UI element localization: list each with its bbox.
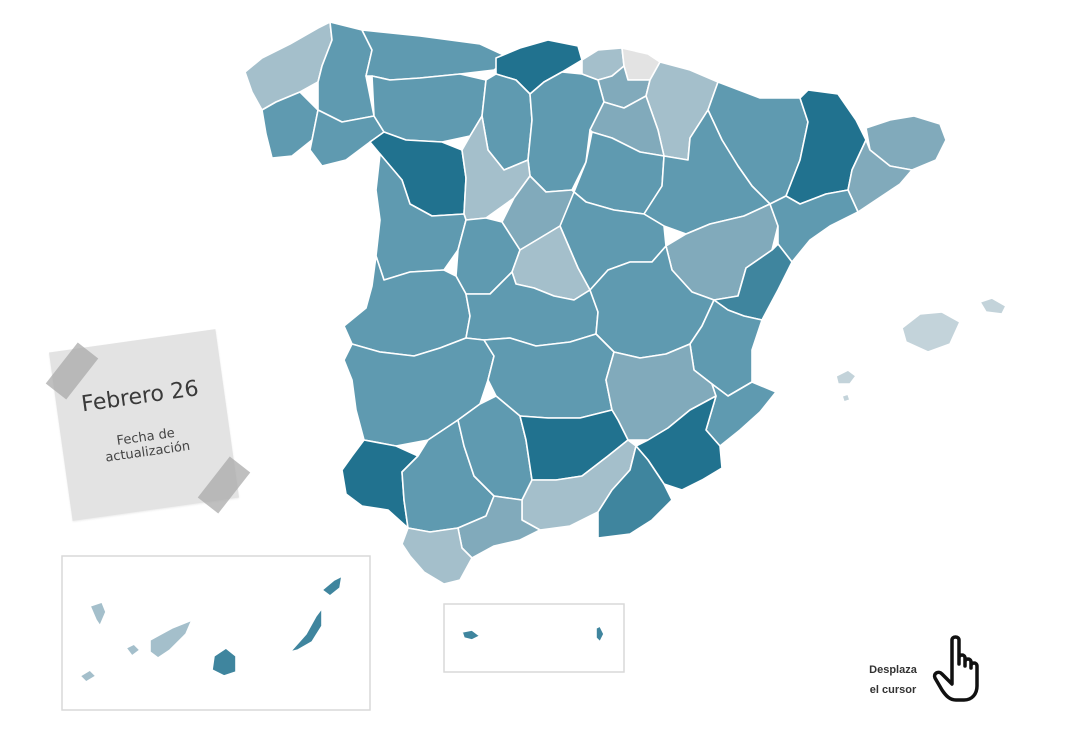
island-lanzarote[interactable] (321, 575, 343, 597)
island-menorca[interactable] (979, 297, 1007, 315)
island-la-palma[interactable] (89, 601, 107, 627)
province-almeria[interactable] (597, 445, 673, 539)
ceuta-melilla-inset (443, 603, 625, 673)
cursor-hint-line1: Desplaza (869, 664, 917, 676)
island-formentera[interactable] (841, 393, 851, 403)
island-la-gomera[interactable] (125, 643, 141, 657)
province-tarragona[interactable] (769, 189, 859, 263)
island-fuerteventura[interactable] (289, 607, 323, 653)
province-salamanca[interactable] (375, 153, 467, 281)
city-melilla[interactable] (595, 625, 605, 643)
city-ceuta[interactable] (461, 629, 481, 641)
island-tenerife[interactable] (149, 619, 193, 659)
pointing-hand-icon (932, 635, 979, 702)
province-asturias[interactable] (361, 29, 511, 81)
canary-islands-inset (61, 555, 371, 711)
cursor-hint-line2: el cursor (869, 684, 917, 696)
province-leon[interactable] (371, 73, 487, 143)
province-huelva[interactable] (341, 439, 419, 529)
province-alicante[interactable] (705, 381, 777, 447)
update-date-caption: Fecha de actualización (62, 418, 233, 471)
province-cadiz[interactable] (401, 527, 473, 585)
province-ourense[interactable] (309, 109, 385, 167)
island-ibiza[interactable] (835, 369, 857, 385)
island-el-hierro[interactable] (79, 669, 97, 683)
island-gran-canaria[interactable] (211, 647, 237, 677)
island-mallorca[interactable] (901, 311, 961, 353)
cursor-hint: Desplaza el cursor (852, 660, 934, 700)
